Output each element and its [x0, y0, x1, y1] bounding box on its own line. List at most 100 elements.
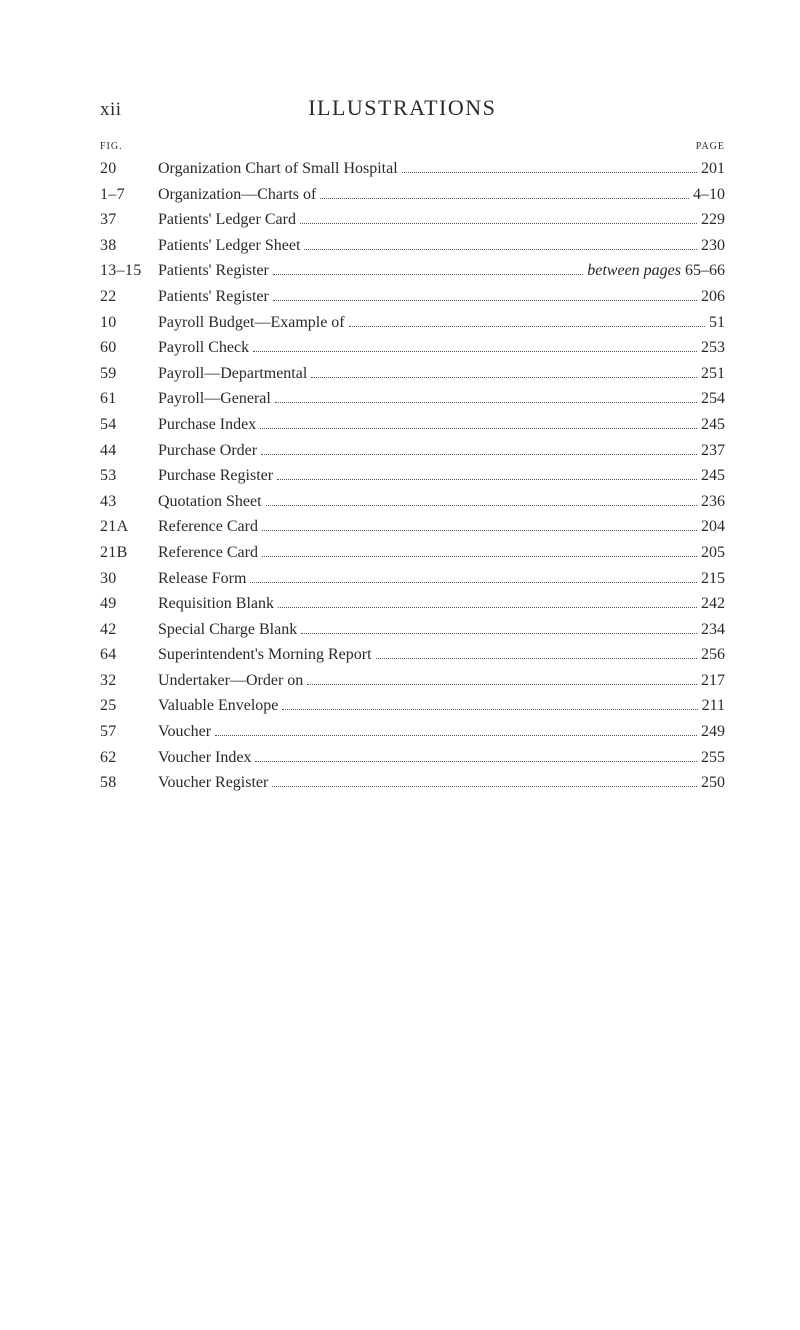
page-number: 215 — [701, 566, 725, 592]
page-number: 256 — [701, 642, 725, 668]
index-entry: 13–15Patients' Registerbetween pages 65–… — [100, 258, 725, 284]
page-number: 234 — [701, 617, 725, 643]
entry-title: Payroll Budget—Example of — [158, 310, 345, 336]
leader-dots — [376, 658, 697, 659]
leader-dots — [250, 582, 697, 583]
fig-number: 21A — [100, 514, 158, 540]
page-number: 251 — [701, 361, 725, 387]
page-header: xii ILLUSTRATIONS — [100, 95, 725, 121]
index-entries-list: 20Organization Chart of Small Hospital20… — [100, 156, 725, 796]
index-entry: 21AReference Card 204 — [100, 514, 725, 540]
page-number: 204 — [701, 514, 725, 540]
page-number: 249 — [701, 719, 725, 745]
index-entry: 49Requisition Blank242 — [100, 591, 725, 617]
index-entry: 10Payroll Budget—Example of 51 — [100, 310, 725, 336]
page-number: 255 — [701, 745, 725, 771]
index-entry: 53Purchase Register245 — [100, 463, 725, 489]
index-entry: 37Patients' Ledger Card229 — [100, 207, 725, 233]
index-entry: 59Payroll—Departmental 251 — [100, 361, 725, 387]
leader-dots — [260, 428, 697, 429]
entry-title: Organization—Charts of — [158, 182, 316, 208]
index-entry: 25Valuable Envelope211 — [100, 693, 725, 719]
fig-number: 42 — [100, 617, 158, 643]
page-number: 51 — [709, 310, 725, 336]
page-number: 253 — [701, 335, 725, 361]
leader-dots — [277, 479, 697, 480]
page-number: 205 — [701, 540, 725, 566]
entry-title: Undertaker—Order on — [158, 668, 303, 694]
fig-number: 62 — [100, 745, 158, 771]
fig-number: 32 — [100, 668, 158, 694]
entry-title: Patients' Ledger Card — [158, 207, 296, 233]
fig-number: 61 — [100, 386, 158, 412]
index-entry: 54Purchase Index 245 — [100, 412, 725, 438]
page-number: 245 — [701, 412, 725, 438]
fig-header: FIG. — [100, 141, 155, 152]
leader-dots — [262, 530, 697, 531]
page-number: 201 — [701, 156, 725, 182]
index-entry: 38Patients' Ledger Sheet230 — [100, 233, 725, 259]
index-entry: 61Payroll—General 254 — [100, 386, 725, 412]
page-number: 211 — [702, 693, 725, 719]
entry-title: Payroll Check — [158, 335, 249, 361]
page-number: 242 — [701, 591, 725, 617]
index-entry: 22Patients' Register206 — [100, 284, 725, 310]
leader-dots — [311, 377, 697, 378]
page-number: 245 — [701, 463, 725, 489]
entry-title: Payroll—General — [158, 386, 271, 412]
fig-number: 57 — [100, 719, 158, 745]
fig-number: 60 — [100, 335, 158, 361]
index-entry: 42Special Charge Blank234 — [100, 617, 725, 643]
leader-dots — [320, 198, 689, 199]
entry-title: Reference Card — [158, 514, 258, 540]
page-number: 230 — [701, 233, 725, 259]
fig-number: 54 — [100, 412, 158, 438]
fig-number: 43 — [100, 489, 158, 515]
index-entry: 32Undertaker—Order on 217 — [100, 668, 725, 694]
fig-number: 13–15 — [100, 258, 158, 284]
page-number: 217 — [701, 668, 725, 694]
page-header-label: PAGE — [155, 141, 725, 152]
fig-number: 64 — [100, 642, 158, 668]
leader-dots — [266, 505, 697, 506]
leader-dots — [272, 786, 697, 787]
leader-dots — [255, 761, 697, 762]
entry-title: Release Form — [158, 566, 246, 592]
fig-number: 1–7 — [100, 182, 158, 208]
fig-number: 58 — [100, 770, 158, 796]
leader-dots — [273, 300, 697, 301]
leader-dots — [261, 454, 697, 455]
column-headers: FIG. PAGE — [100, 141, 725, 152]
index-entry: 30Release Form215 — [100, 566, 725, 592]
fig-number: 59 — [100, 361, 158, 387]
entry-title: Requisition Blank — [158, 591, 274, 617]
entry-suffix: between pages — [587, 258, 681, 284]
index-entry: 21BReference Card205 — [100, 540, 725, 566]
page-number: 237 — [701, 438, 725, 464]
fig-number: 22 — [100, 284, 158, 310]
entry-title: Payroll—Departmental — [158, 361, 307, 387]
leader-dots — [307, 684, 697, 685]
leader-dots — [304, 249, 697, 250]
entry-title: Voucher Index — [158, 745, 251, 771]
fig-number: 38 — [100, 233, 158, 259]
leader-dots — [215, 735, 697, 736]
page-number: 254 — [701, 386, 725, 412]
index-entry: 44Purchase Order237 — [100, 438, 725, 464]
entry-title: Quotation Sheet — [158, 489, 262, 515]
index-entry: 64Superintendent's Morning Report 256 — [100, 642, 725, 668]
leader-dots — [282, 709, 697, 710]
entry-title: Superintendent's Morning Report — [158, 642, 372, 668]
leader-dots — [262, 556, 697, 557]
fig-number: 44 — [100, 438, 158, 464]
page-number: 236 — [701, 489, 725, 515]
entry-title: Purchase Index — [158, 412, 256, 438]
leader-dots — [300, 223, 697, 224]
entry-title: Reference Card — [158, 540, 258, 566]
fig-number: 10 — [100, 310, 158, 336]
leader-dots — [253, 351, 697, 352]
index-entry: 60Payroll Check 253 — [100, 335, 725, 361]
index-entry: 57Voucher249 — [100, 719, 725, 745]
entry-title: Organization Chart of Small Hospital — [158, 156, 398, 182]
leader-dots — [275, 402, 697, 403]
